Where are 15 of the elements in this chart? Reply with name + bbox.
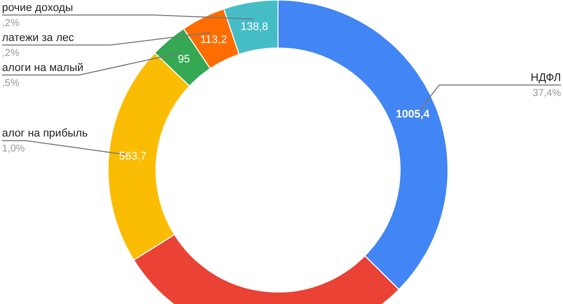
slice-label: алог на прибыль [2, 128, 88, 140]
data-label: 95 [178, 53, 190, 66]
slice-label: НДФЛ [530, 72, 561, 84]
text: ,5% [2, 78, 20, 89]
text: ,2% [2, 48, 20, 59]
slice-label: рочие доходы [2, 2, 74, 14]
text: ,2% [2, 18, 20, 29]
slice-label: латежи за лес [2, 32, 75, 44]
data-label: 563,7 [118, 150, 147, 162]
slice-label: алоги на малый [2, 62, 84, 74]
text: 1,0% [2, 144, 25, 155]
data-label: 138,8 [240, 20, 268, 33]
data-label: 1005,4 [396, 108, 430, 121]
text: 37,4% [532, 88, 562, 100]
data-label: 113,2 [200, 34, 227, 46]
